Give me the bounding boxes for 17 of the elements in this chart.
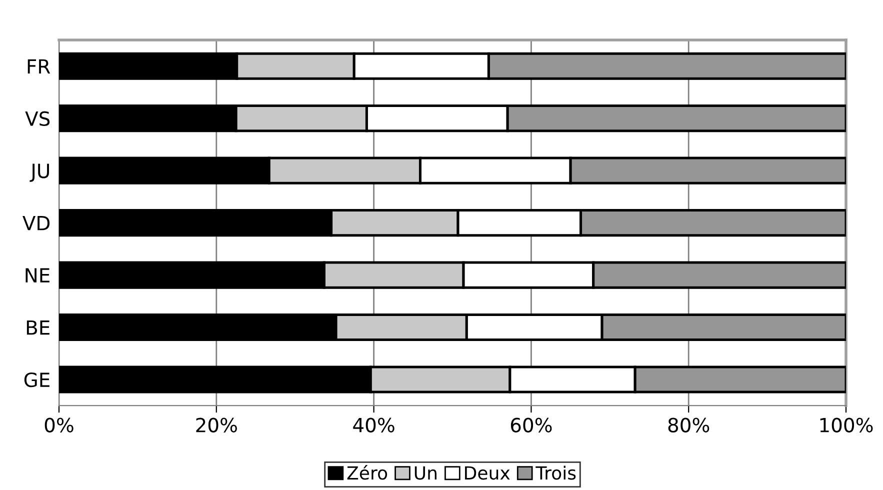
x-tick-label: 80%	[668, 418, 710, 432]
x-tick-label: 40%	[353, 418, 394, 432]
legend-label: Zéro	[347, 465, 388, 480]
y-tick-label: GE	[24, 372, 50, 388]
x-tick-label: 0%	[44, 418, 74, 432]
legend-label: Trois	[536, 466, 576, 480]
x-tick-label: 60%	[510, 418, 552, 432]
y-tick-label: JU	[30, 164, 49, 182]
y-tick-label: VS	[25, 111, 50, 126]
x-tick-label: 100%	[820, 418, 873, 432]
x-tick-label: 20%	[196, 418, 237, 432]
y-tick-label: FR	[28, 59, 50, 74]
legend-label: Un	[414, 466, 436, 480]
legend-label: Deux	[465, 466, 510, 480]
y-tick-label: BE	[26, 320, 50, 335]
y-tick-label: NE	[26, 268, 50, 282]
y-tick-label: VD	[22, 216, 50, 230]
